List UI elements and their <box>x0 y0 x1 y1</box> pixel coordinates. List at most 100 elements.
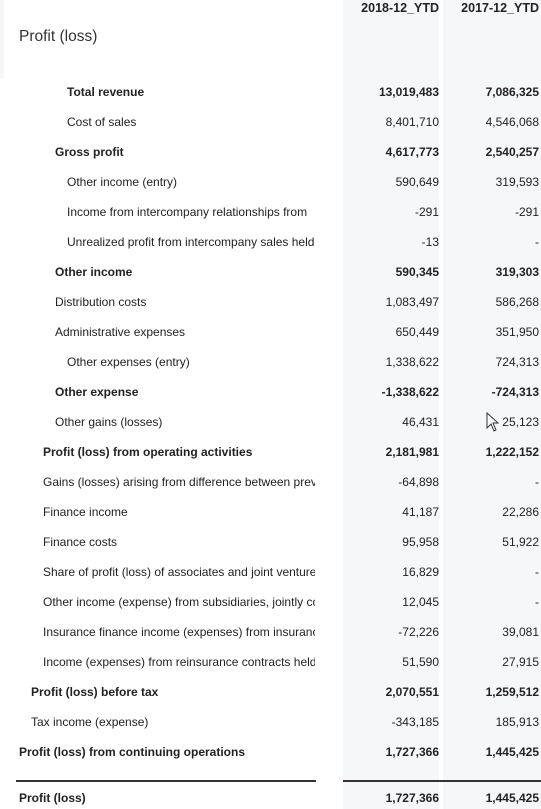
report-rows: Total revenue 13,019,483 7,086,325 Cost of … <box>0 76 541 766</box>
row-label: Profit (loss) from continuing operations <box>19 745 245 759</box>
column-band-2018 <box>343 0 439 809</box>
row-label: Administrative expenses <box>55 325 186 339</box>
row-value-2017: 22,286 <box>502 505 539 519</box>
row-value-2017: - <box>535 595 539 609</box>
row-value-2017: 27,915 <box>502 655 539 669</box>
row-label: Cost of sales <box>67 115 137 129</box>
total-value-2018: 1,727,366 <box>385 791 439 805</box>
total-separator-values <box>343 780 541 782</box>
column-band-2017 <box>443 0 541 809</box>
row-value-2018: 46,431 <box>402 415 439 429</box>
row-label: Other gains (losses) <box>55 415 163 429</box>
table-row[interactable]: Other income 590,345 319,303 <box>0 256 541 286</box>
row-value-2018: 13,019,483 <box>378 85 439 99</box>
row-label: Profit (loss) before tax <box>31 685 159 699</box>
table-row[interactable]: Finance income 41,187 22,286 <box>0 496 541 526</box>
row-label: Profit (loss) from operating activities <box>43 445 253 459</box>
row-value-2017: -724,313 <box>491 385 539 399</box>
row-label: Unrealized profit from intercompany sale… <box>67 235 315 249</box>
table-row[interactable]: Gains (losses) arising from difference b… <box>0 466 541 496</box>
table-row[interactable]: Unrealized profit from intercompany sale… <box>0 226 541 256</box>
row-value-2017: 25,123 <box>502 415 539 429</box>
row-value-2018: 590,649 <box>395 175 439 189</box>
row-value-2018: 95,958 <box>402 535 439 549</box>
table-row[interactable]: Total revenue 13,019,483 7,086,325 <box>0 76 541 106</box>
table-row[interactable]: Other income (expense) from subsidiaries… <box>0 586 541 616</box>
table-row[interactable]: Profit (loss) before tax 2,070,551 1,259,5… <box>0 676 541 706</box>
row-value-2018: 1,083,497 <box>385 295 439 309</box>
mouse-pointer-icon <box>486 412 500 432</box>
table-row[interactable]: Other gains (losses) 46,431 25,123 <box>0 406 541 436</box>
row-value-2018: 51,590 <box>402 655 439 669</box>
table-row[interactable]: Tax income (expense) -343,185 185,913 <box>0 706 541 736</box>
table-row[interactable]: Other income (entry) 590,649 319,593 <box>0 166 541 196</box>
total-separator <box>16 780 316 782</box>
row-label: Gross profit <box>55 145 124 159</box>
table-row[interactable]: Cost of sales 8,401,710 4,546,068 <box>0 106 541 136</box>
table-row[interactable]: Profit (loss) from operating activities 2… <box>0 436 541 466</box>
table-row[interactable]: Administrative expenses 650,449 351,950 <box>0 316 541 346</box>
row-value-2018: 1,338,622 <box>385 355 439 369</box>
row-label: Gains (losses) arising from difference b… <box>43 475 315 489</box>
row-label: Income (expenses) from reinsurance contr… <box>43 655 315 669</box>
row-value-2018: -13 <box>421 235 439 249</box>
table-row[interactable]: Profit (loss) from continuing operations… <box>0 736 541 766</box>
row-value-2018: 4,617,773 <box>385 145 439 159</box>
report-title: Profit (loss) <box>19 28 98 45</box>
row-value-2018: -72,226 <box>398 625 439 639</box>
row-value-2017: 724,313 <box>495 355 539 369</box>
total-row[interactable]: Profit (loss) 1,727,366 1,445,425 <box>0 784 541 809</box>
table-row[interactable]: Distribution costs 1,083,497 586,268 <box>0 286 541 316</box>
row-label: Finance costs <box>43 535 118 549</box>
row-value-2018: 2,181,981 <box>385 445 439 459</box>
row-label: Insurance finance income (expenses) from… <box>43 625 315 639</box>
table-row[interactable]: Other expenses (entry) 1,338,622 724,313 <box>0 346 541 376</box>
row-value-2017: 1,222,152 <box>485 445 539 459</box>
row-value-2017: 51,922 <box>502 535 539 549</box>
table-row[interactable]: Share of profit (loss) of associates and… <box>0 556 541 586</box>
row-value-2017: 185,913 <box>495 715 539 729</box>
row-value-2017: 351,950 <box>495 325 539 339</box>
table-row[interactable]: Income from intercompany relationships f… <box>0 196 541 226</box>
row-value-2017: 39,081 <box>502 625 539 639</box>
row-value-2018: -64,898 <box>398 475 439 489</box>
table-row[interactable]: Gross profit 4,617,773 2,540,257 <box>0 136 541 166</box>
row-value-2018: 590,345 <box>395 265 439 279</box>
row-value-2017: - <box>535 475 539 489</box>
row-value-2017: - <box>535 235 539 249</box>
table-row[interactable]: Income (expenses) from reinsurance contr… <box>0 646 541 676</box>
row-label: Other expense <box>55 385 139 399</box>
row-value-2017: 586,268 <box>495 295 539 309</box>
row-value-2018: 8,401,710 <box>385 115 439 129</box>
row-value-2018: 2,070,551 <box>385 685 439 699</box>
row-value-2017: 319,303 <box>495 265 539 279</box>
column-header-2017[interactable]: 2017-12_YTD <box>461 1 539 15</box>
row-value-2018: 650,449 <box>395 325 439 339</box>
table-row[interactable]: Other expense -1,338,622 -724,313 <box>0 376 541 406</box>
row-value-2017: 1,445,425 <box>485 745 539 759</box>
column-header-2018[interactable]: 2018-12_YTD <box>361 1 439 15</box>
row-value-2018: 12,045 <box>402 595 439 609</box>
panel-edge <box>0 0 4 78</box>
total-label: Profit (loss) <box>19 791 86 805</box>
row-label: Total revenue <box>67 85 145 99</box>
row-label: Distribution costs <box>55 295 147 309</box>
row-value-2018: -343,185 <box>391 715 439 729</box>
row-value-2017: - <box>535 565 539 579</box>
row-label: Other income (expense) from subsidiaries… <box>43 595 315 609</box>
row-value-2017: 4,546,068 <box>485 115 539 129</box>
row-value-2018: 16,829 <box>402 565 439 579</box>
row-value-2018: 1,727,366 <box>385 745 439 759</box>
row-value-2018: -1,338,622 <box>381 385 439 399</box>
row-value-2017: -291 <box>514 205 539 219</box>
row-value-2018: 41,187 <box>402 505 439 519</box>
total-value-2017: 1,445,425 <box>485 791 539 805</box>
table-row[interactable]: Insurance finance income (expenses) from… <box>0 616 541 646</box>
table-row[interactable]: Finance costs 95,958 51,922 <box>0 526 541 556</box>
row-value-2018: -291 <box>414 205 439 219</box>
row-label: Other income <box>55 265 133 279</box>
row-label: Share of profit (loss) of associates and… <box>43 565 315 579</box>
row-value-2017: 2,540,257 <box>485 145 539 159</box>
row-label: Other income (entry) <box>67 175 178 189</box>
row-value-2017: 1,259,512 <box>485 685 539 699</box>
